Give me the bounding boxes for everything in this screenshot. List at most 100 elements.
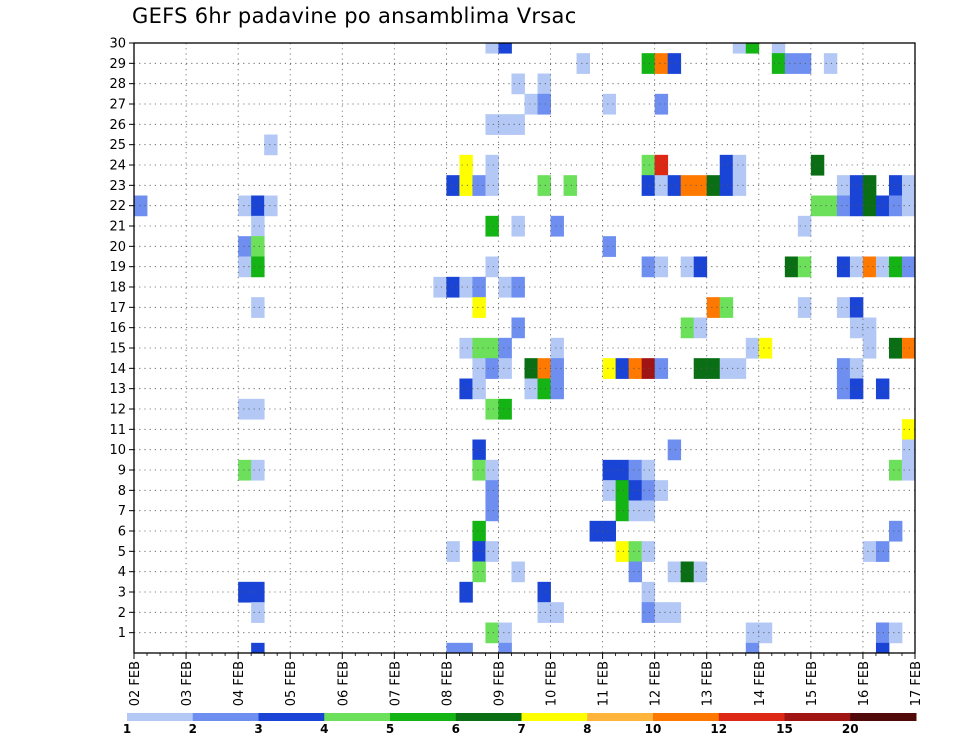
y-tick-label: 5 <box>118 545 126 560</box>
heatmap-cell <box>641 154 656 176</box>
x-tick-label: 10 FEB <box>545 661 560 706</box>
heatmap-cell <box>693 561 708 583</box>
heatmap-cell <box>693 175 708 196</box>
heatmap-cell <box>836 256 851 278</box>
heatmap-cell <box>485 114 499 135</box>
heatmap-cell <box>706 297 721 318</box>
heatmap-cell <box>238 256 252 278</box>
heatmap-cell <box>134 195 148 217</box>
heatmap-cell <box>602 236 617 257</box>
heatmap-cell <box>511 215 525 237</box>
heatmap-cell <box>849 317 864 339</box>
y-tick-label: 3 <box>118 586 126 601</box>
colorbar-label: 1 <box>123 722 131 736</box>
heatmap-cell <box>511 73 525 95</box>
heatmap-cell <box>836 378 851 400</box>
y-tick-label: 6 <box>118 525 126 540</box>
heatmap-cell <box>771 43 786 54</box>
heatmap-cell <box>888 195 903 217</box>
heatmap-cell <box>719 175 734 196</box>
x-tick-label: 12 FEB <box>649 661 664 706</box>
heatmap-cell <box>485 43 499 54</box>
heatmap-cell <box>784 53 799 74</box>
heatmap-cell <box>680 256 695 278</box>
heatmap-cell <box>498 622 512 644</box>
colorbar-swatch <box>521 713 588 721</box>
heatmap-cell <box>238 398 252 420</box>
heatmap-cell <box>901 337 916 359</box>
heatmap-cell <box>641 256 656 278</box>
heatmap-cell <box>615 358 630 379</box>
colorbar-label: 5 <box>386 722 394 736</box>
y-tick-label: 16 <box>109 321 126 336</box>
heatmap-cell <box>472 337 486 359</box>
heatmap-cell <box>485 256 499 278</box>
heatmap-cell <box>680 175 695 196</box>
heatmap-cell <box>628 480 643 501</box>
heatmap-cell <box>459 581 473 603</box>
colorbar-swatch <box>258 713 325 721</box>
heatmap-cell <box>836 195 851 217</box>
heatmap-cell <box>485 175 499 196</box>
heatmap-cell <box>472 541 486 562</box>
heatmap-cell <box>498 276 512 298</box>
heatmap-cell <box>797 215 812 237</box>
heatmap-cell <box>615 459 630 481</box>
heatmap-cell <box>498 114 512 135</box>
heatmap-cell <box>238 195 252 217</box>
heatmap-cell <box>251 297 265 318</box>
heatmap-cell <box>875 642 890 654</box>
heatmap-cell <box>251 602 265 623</box>
heatmap-cell <box>238 581 252 603</box>
x-tick-label: 09 FEB <box>492 661 507 706</box>
y-tick-label: 19 <box>109 260 126 275</box>
heatmap-cell <box>641 459 656 481</box>
heatmap-cell <box>537 175 551 196</box>
heatmap-cell <box>719 358 734 379</box>
heatmap-cell <box>732 43 747 54</box>
colorbar-label: 15 <box>776 722 793 736</box>
heatmap-cell <box>459 642 473 654</box>
y-tick-label: 1 <box>118 626 126 641</box>
heatmap-cell <box>836 358 851 379</box>
heatmap-cell <box>706 358 721 379</box>
heatmap-cell <box>654 175 669 196</box>
heatmap-cell <box>719 154 734 176</box>
heatmap-cell <box>641 53 656 74</box>
heatmap-cell <box>615 500 630 522</box>
heatmap-cell <box>862 541 877 562</box>
heatmap-cell <box>251 642 265 654</box>
y-tick-label: 27 <box>109 98 126 113</box>
heatmap-cell <box>537 602 551 623</box>
colorbar-swatch <box>324 713 391 721</box>
x-tick-label: 11 FEB <box>597 661 612 706</box>
heatmap-cell <box>797 256 812 278</box>
heatmap-cell <box>238 236 252 257</box>
heatmap-cell <box>446 175 460 196</box>
colorbar-swatch <box>587 713 654 721</box>
heatmap-cell <box>498 337 512 359</box>
heatmap-cell <box>823 53 838 74</box>
heatmap-cell <box>459 175 473 196</box>
heatmap-cell <box>836 175 851 196</box>
heatmap-cell <box>862 256 877 278</box>
colorbar-label: 7 <box>517 722 525 736</box>
heatmap-cell <box>641 175 656 196</box>
heatmap-cell <box>641 581 656 603</box>
heatmap-cell <box>693 256 708 278</box>
y-tick-label: 20 <box>109 240 126 255</box>
heatmap-cell <box>498 642 512 654</box>
heatmap-cell <box>667 53 682 74</box>
heatmap-cell <box>641 602 656 623</box>
heatmap-cell <box>888 459 903 481</box>
heatmap-cell <box>901 256 916 278</box>
x-tick-label: 07 FEB <box>388 661 403 706</box>
heatmap-cell <box>524 93 538 115</box>
heatmap-cell <box>641 500 656 522</box>
plot-frame <box>133 42 916 654</box>
y-tick-label: 2 <box>118 606 126 621</box>
heatmap-cell <box>446 541 460 562</box>
heatmap-cell <box>758 337 773 359</box>
heatmap-cell <box>537 93 551 115</box>
colorbar-label: 10 <box>645 722 662 736</box>
